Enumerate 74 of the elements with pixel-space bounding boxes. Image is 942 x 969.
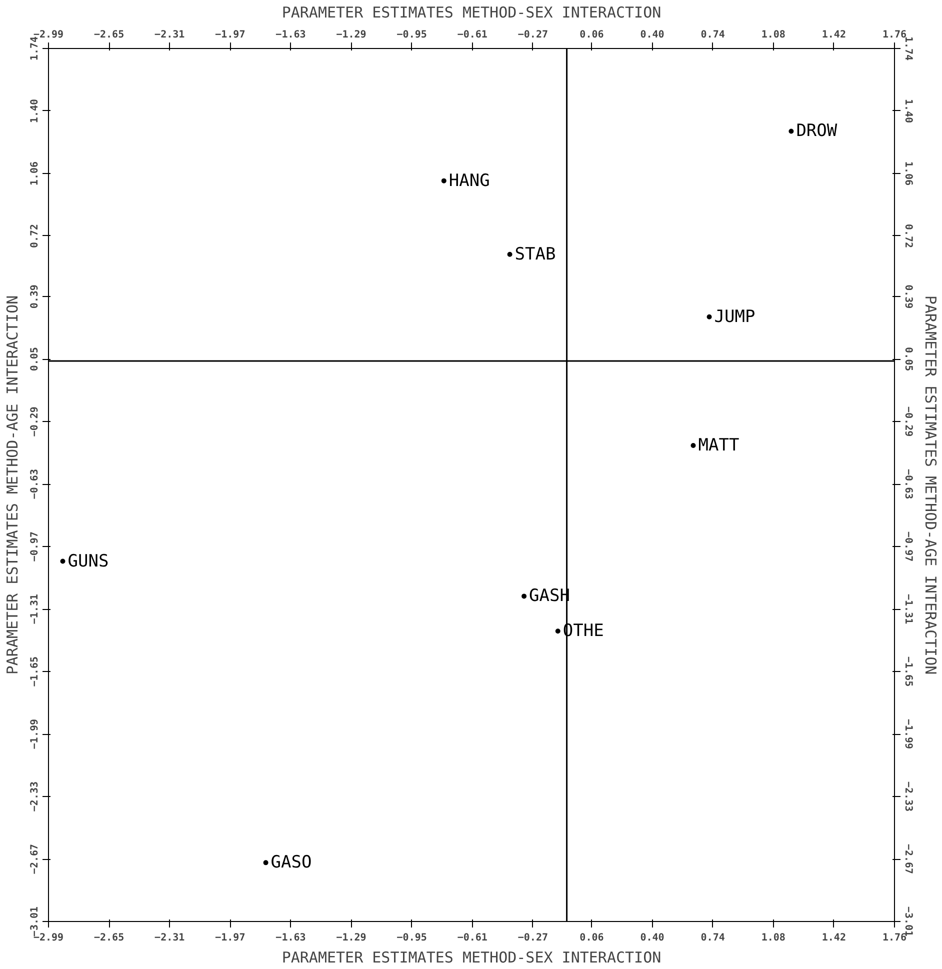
y-tick-label: 0.05 (30, 347, 40, 372)
y-tick-label: −1.65 (30, 656, 40, 687)
y-tick-label: 1.74 (30, 36, 40, 61)
y2-tick-label: −1.99 (902, 718, 914, 750)
point (706, 314, 712, 320)
point (60, 558, 66, 564)
x-tick-label: −0.27 (518, 30, 548, 40)
x2-tick-label: −0.61 (457, 932, 488, 944)
point (788, 128, 794, 134)
data-label: STAB (514, 244, 556, 264)
point (522, 594, 527, 599)
data-label: DROW (796, 121, 838, 142)
y2-tick-label: −0.29 (902, 406, 914, 437)
x2-tick-label: −2.31 (154, 932, 185, 944)
point (555, 628, 560, 634)
y2-tick-label: 0.72 (902, 224, 914, 248)
y2-tick-label: 0.05 (902, 347, 914, 372)
y-tick-label: −0.63 (30, 469, 40, 500)
point (690, 442, 696, 448)
data-label: HANG (448, 170, 490, 191)
x2-tick-label: 0.06 (580, 932, 604, 944)
x2-tick-label: −2.65 (94, 932, 124, 944)
y-tick-label: 1.06 (30, 161, 40, 186)
x2-tick-label: −1.29 (336, 932, 366, 944)
data-label: MATT (698, 435, 740, 456)
y2-tick-label: −1.31 (902, 594, 914, 624)
y-tick-label: −1.99 (30, 718, 40, 750)
y2-tick-label: 0.39 (902, 284, 914, 309)
data-label: GASO (270, 852, 312, 873)
y-tick-label: −2.33 (30, 781, 40, 812)
y-tick-label: −2.67 (30, 844, 40, 874)
y2-axis-title: PARAMETER ESTIMATES METHOD-AGE INTERACTION (922, 295, 940, 675)
x2-tick-label: 1.08 (761, 932, 786, 944)
x-tick-label: −1.63 (276, 30, 306, 40)
y2-tick-label: 1.40 (902, 98, 914, 124)
x2-tick-label: 1.76 (882, 932, 907, 944)
x-tick-label: −0.61 (457, 30, 488, 40)
x2-tick-label: −1.63 (276, 932, 306, 944)
x2-tick-label: 1.42 (822, 932, 846, 944)
x2-tick-label: −0.95 (396, 932, 427, 944)
y2-tick-label: −2.67 (902, 844, 914, 874)
x-tick-label: 1.42 (822, 30, 846, 40)
x-axis-title: PARAMETER ESTIMATES METHOD-SEX INTERACTION (282, 948, 662, 966)
y2-tick-label: 1.06 (902, 161, 914, 186)
x-tick-label: −2.65 (94, 30, 124, 40)
x-tick-label: −1.29 (336, 30, 366, 40)
x-tick-label: −2.31 (154, 30, 185, 40)
x-tick-label: −0.95 (396, 30, 427, 40)
x2-tick-label: −1.97 (215, 932, 246, 944)
x-tick-label: 0.74 (700, 30, 725, 40)
point (441, 178, 446, 184)
point (263, 860, 268, 866)
point (507, 252, 512, 257)
y-tick-label: 0.72 (30, 224, 40, 248)
y-tick-label: −1.31 (30, 594, 40, 624)
x-tick-label: 0.06 (580, 30, 604, 40)
x-tick-label: 1.08 (761, 30, 786, 40)
y2-tick-label: −1.65 (902, 656, 914, 687)
x-tick-label: 0.40 (640, 30, 664, 40)
x2-axis-title: PARAMETER ESTIMATES METHOD-SEX INTERACTION (282, 4, 662, 22)
data-label: JUMP (714, 306, 756, 327)
y-tick-label: 0.39 (30, 284, 40, 309)
y-tick-label: 1.40 (30, 98, 40, 124)
y2-tick-label: −0.97 (902, 532, 914, 562)
y-tick-label: −0.29 (30, 406, 40, 437)
y2-tick-label: −0.63 (902, 469, 914, 500)
x2-tick-label: 0.74 (700, 932, 725, 944)
y-tick-label: −0.97 (30, 532, 40, 562)
x-tick-label: −1.97 (215, 30, 246, 40)
x2-tick-label: 0.40 (640, 932, 664, 944)
x2-tick-label: −0.27 (518, 932, 548, 944)
y-axis-title: PARAMETER ESTIMATES METHOD-AGE INTERACTION (4, 295, 22, 675)
y2-tick-label: −2.33 (902, 781, 914, 812)
data-label: GUNS (68, 551, 109, 572)
